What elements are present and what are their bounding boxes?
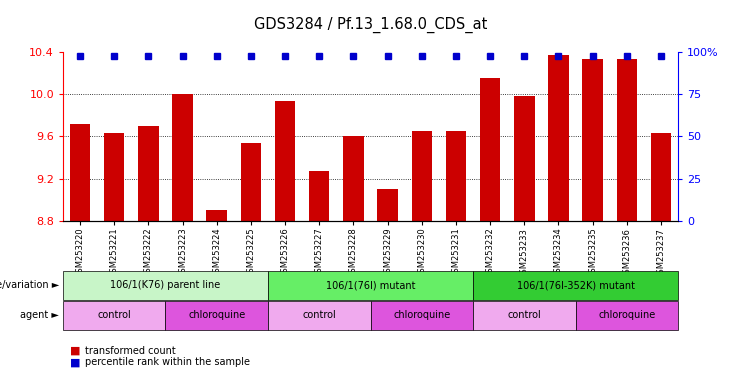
Text: percentile rank within the sample: percentile rank within the sample <box>85 358 250 367</box>
Bar <box>411 131 432 221</box>
Bar <box>582 59 603 221</box>
Bar <box>207 210 227 221</box>
Bar <box>651 133 671 221</box>
Text: 106/1(76I-352K) mutant: 106/1(76I-352K) mutant <box>516 280 634 290</box>
Bar <box>548 55 568 221</box>
Bar <box>275 101 296 221</box>
Bar <box>617 59 637 221</box>
Bar <box>104 133 124 221</box>
Bar <box>480 78 500 221</box>
Text: ■: ■ <box>70 346 81 356</box>
Bar <box>241 143 261 221</box>
Bar <box>343 136 364 221</box>
Text: 106/1(76I) mutant: 106/1(76I) mutant <box>326 280 415 290</box>
Bar <box>70 124 90 221</box>
Text: agent ►: agent ► <box>21 310 59 321</box>
Text: transformed count: transformed count <box>85 346 176 356</box>
Text: GDS3284 / Pf.13_1.68.0_CDS_at: GDS3284 / Pf.13_1.68.0_CDS_at <box>254 17 487 33</box>
Text: chloroquine: chloroquine <box>188 310 245 321</box>
Text: 106/1(K76) parent line: 106/1(K76) parent line <box>110 280 221 290</box>
Bar <box>445 131 466 221</box>
Text: control: control <box>302 310 336 321</box>
Bar <box>173 94 193 221</box>
Text: chloroquine: chloroquine <box>598 310 655 321</box>
Bar <box>514 96 534 221</box>
Bar <box>138 126 159 221</box>
Bar <box>377 189 398 221</box>
Text: genotype/variation ►: genotype/variation ► <box>0 280 59 290</box>
Text: control: control <box>97 310 131 321</box>
Text: chloroquine: chloroquine <box>393 310 451 321</box>
Bar <box>309 171 330 221</box>
Text: control: control <box>508 310 541 321</box>
Text: ■: ■ <box>70 358 81 367</box>
